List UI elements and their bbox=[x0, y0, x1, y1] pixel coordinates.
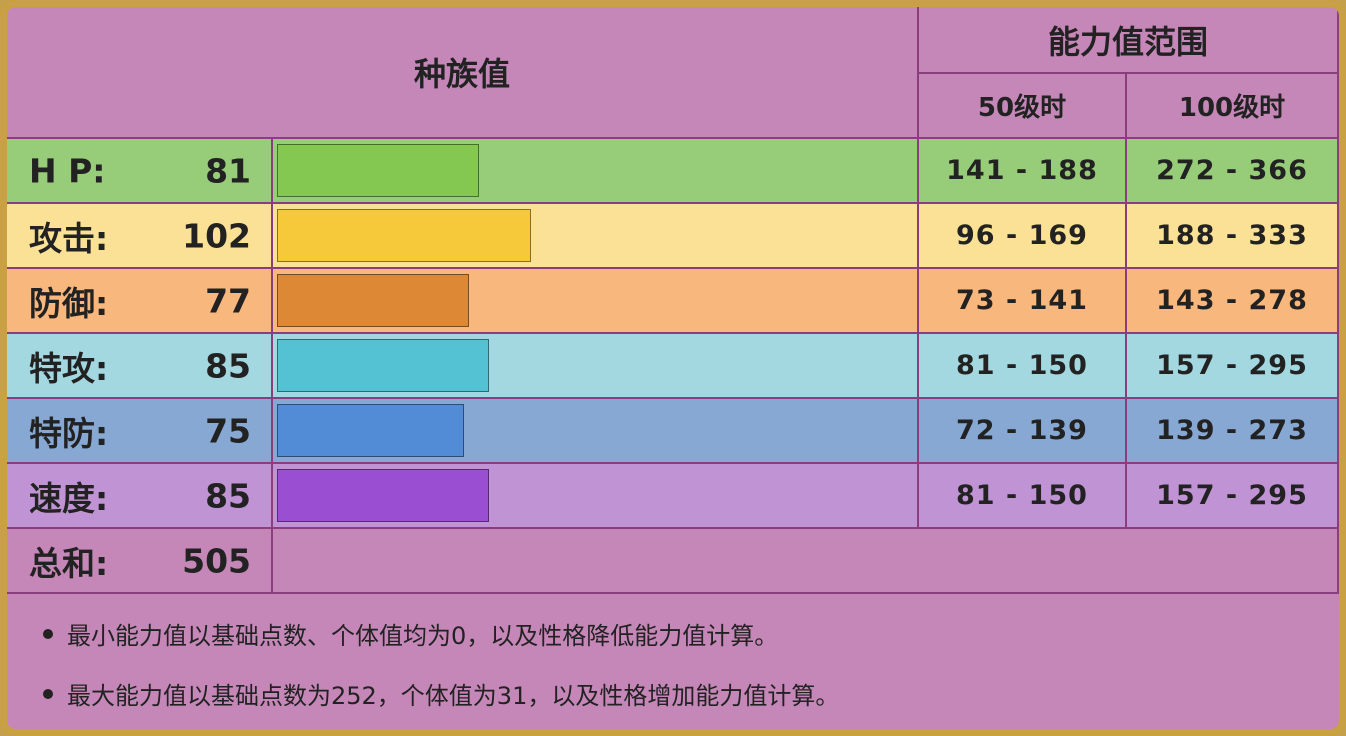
stat-name: 速度: bbox=[29, 478, 109, 518]
total-row-empty bbox=[273, 529, 1339, 594]
range-lv100: 188 - 333 bbox=[1127, 204, 1339, 269]
stat-bar bbox=[277, 144, 479, 197]
stat-name: 特攻: bbox=[29, 348, 109, 388]
stat-bar-cell bbox=[273, 399, 919, 464]
range-lv100: 272 - 366 bbox=[1127, 139, 1339, 204]
stat-label-cell: 防御: 77 bbox=[7, 269, 273, 334]
stat-name: 攻击: bbox=[29, 218, 109, 258]
stat-bar bbox=[277, 339, 489, 392]
stat-bar-cell bbox=[273, 204, 919, 269]
stat-name: H P: bbox=[29, 151, 106, 190]
stat-bar-cell bbox=[273, 464, 919, 529]
range-lv50: 141 - 188 bbox=[919, 139, 1127, 204]
stat-range-header: 能力值范围 bbox=[919, 7, 1339, 74]
stat-value: 81 bbox=[205, 151, 251, 190]
note-max: 最大能力值以基础点数为252，个体值为31，以及性格增加能力值计算。 bbox=[43, 676, 839, 711]
note-min-text: 最小能力值以基础点数、个体值均为0，以及性格降低能力值计算。 bbox=[67, 622, 779, 650]
stat-value: 102 bbox=[182, 216, 251, 255]
stat-label-cell: 特防: 75 bbox=[7, 399, 273, 464]
total-label: 总和: bbox=[29, 543, 109, 583]
range-lv50: 72 - 139 bbox=[919, 399, 1127, 464]
range-lv50: 73 - 141 bbox=[919, 269, 1127, 334]
total-row: 总和: 505 bbox=[7, 529, 273, 594]
stat-bar-cell bbox=[273, 334, 919, 399]
range-lv50: 81 - 150 bbox=[919, 334, 1127, 399]
level50-header: 50级时 bbox=[919, 74, 1127, 139]
base-stats-header: 种族值 bbox=[7, 7, 919, 139]
bullet-icon bbox=[43, 628, 53, 639]
stat-bar bbox=[277, 274, 469, 327]
stat-label-cell: 特攻: 85 bbox=[7, 334, 273, 399]
range-lv100: 157 - 295 bbox=[1127, 334, 1339, 399]
range-lv100: 157 - 295 bbox=[1127, 464, 1339, 529]
note-min: 最小能力值以基础点数、个体值均为0，以及性格降低能力值计算。 bbox=[43, 616, 778, 651]
range-lv100: 143 - 278 bbox=[1127, 269, 1339, 334]
stat-label-cell: 攻击: 102 bbox=[7, 204, 273, 269]
stat-bar-cell bbox=[273, 139, 919, 204]
notes: 最小能力值以基础点数、个体值均为0，以及性格降低能力值计算。 最大能力值以基础点… bbox=[7, 594, 1339, 729]
bullet-icon bbox=[43, 688, 53, 699]
stat-bar-cell bbox=[273, 269, 919, 334]
stat-bar bbox=[277, 469, 489, 522]
stat-bar bbox=[277, 404, 464, 457]
total-value: 505 bbox=[182, 541, 251, 580]
range-lv50: 81 - 150 bbox=[919, 464, 1127, 529]
stat-label-cell: 速度: 85 bbox=[7, 464, 273, 529]
stat-bar bbox=[277, 209, 531, 262]
stat-value: 85 bbox=[205, 346, 251, 385]
stat-value: 77 bbox=[205, 281, 251, 320]
stat-name: 特防: bbox=[29, 413, 109, 453]
range-lv50: 96 - 169 bbox=[919, 204, 1127, 269]
stat-value: 75 bbox=[205, 411, 251, 450]
level100-header: 100级时 bbox=[1127, 74, 1339, 139]
range-lv100: 139 - 273 bbox=[1127, 399, 1339, 464]
stat-label-cell: H P: 81 bbox=[7, 139, 273, 204]
stat-name: 防御: bbox=[29, 283, 109, 323]
stat-value: 85 bbox=[205, 476, 251, 515]
note-max-text: 最大能力值以基础点数为252，个体值为31，以及性格增加能力值计算。 bbox=[67, 682, 840, 710]
